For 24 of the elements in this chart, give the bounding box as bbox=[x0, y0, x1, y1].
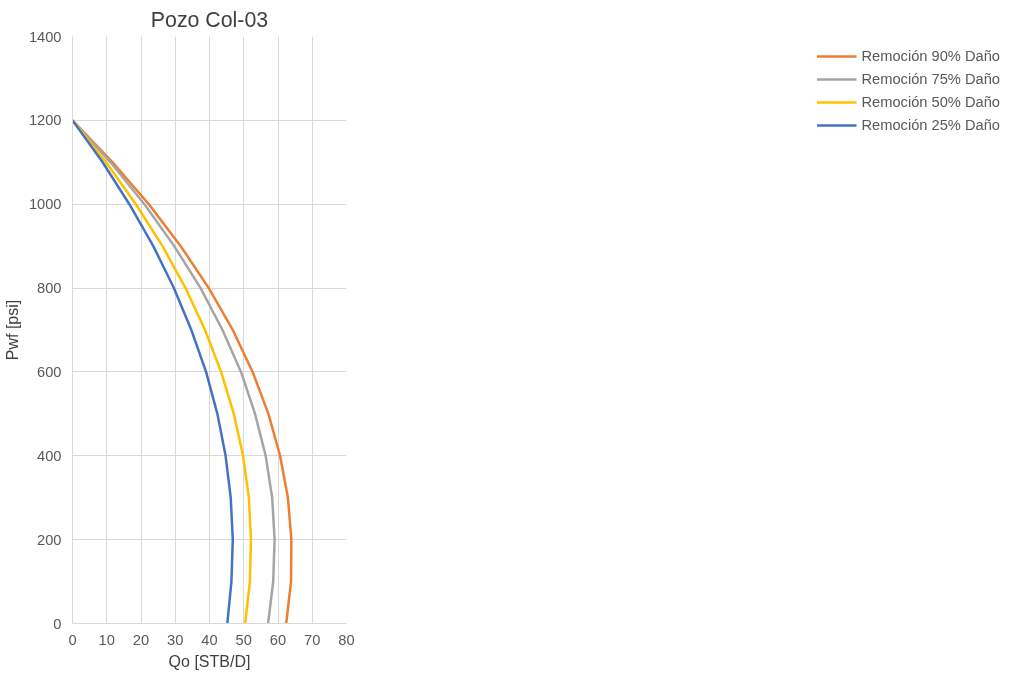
x-tick-label: 60 bbox=[269, 631, 287, 648]
x-tick-label: 10 bbox=[98, 631, 115, 648]
x-tick-label: 0 bbox=[68, 631, 77, 648]
x-tick-label: 20 bbox=[132, 631, 150, 648]
legend-label: Remoción 50% Daño bbox=[861, 94, 1000, 110]
chart-title: Pozo Col-03 bbox=[150, 7, 269, 32]
x-tick-label: 70 bbox=[304, 631, 321, 648]
legend-label: Remoción 75% Daño bbox=[861, 71, 1000, 87]
x-tick-label: 50 bbox=[235, 631, 252, 648]
y-axis-title: Pwf [psi] bbox=[3, 299, 21, 361]
y-tick-label: 1000 bbox=[28, 196, 62, 213]
y-tick-label: 1400 bbox=[28, 28, 62, 45]
x-tick-label: 80 bbox=[338, 631, 355, 648]
legend-label: Remoción 90% Daño bbox=[861, 48, 1000, 64]
x-axis-title: Qo [STB/D] bbox=[168, 652, 251, 670]
y-tick-label: 1200 bbox=[28, 112, 62, 129]
x-tick-label: 30 bbox=[167, 631, 184, 648]
y-tick-label: 0 bbox=[53, 615, 62, 632]
x-tick-label: 40 bbox=[201, 631, 218, 648]
y-tick-label: 400 bbox=[37, 447, 62, 464]
y-tick-label: 800 bbox=[37, 280, 62, 297]
y-tick-label: 600 bbox=[37, 363, 62, 380]
legend-label: Remoción 25% Daño bbox=[861, 117, 1000, 133]
y-tick-label: 200 bbox=[37, 531, 62, 548]
